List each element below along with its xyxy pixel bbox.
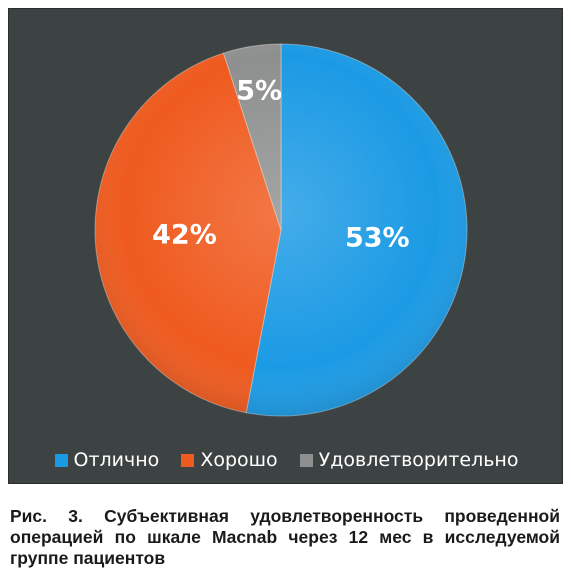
legend-swatch-0	[54, 453, 68, 467]
legend-swatch-2	[299, 453, 313, 467]
legend-item-0: Отлично	[54, 449, 160, 471]
slice-label-0: 53%	[345, 223, 410, 254]
figure-caption: Рис. 3. Субъективная удовлетворенность п…	[10, 506, 560, 568]
legend-item-2: Удовлетворительно	[299, 449, 519, 471]
legend: Отлично Хорошо Удовлетворительно	[9, 445, 564, 475]
pie-chart: 53% 42% 5%	[94, 43, 468, 417]
legend-item-1: Хорошо	[181, 449, 278, 471]
legend-label-2: Удовлетворительно	[318, 449, 519, 471]
legend-label-1: Хорошо	[200, 449, 278, 471]
legend-swatch-1	[181, 453, 195, 467]
slice-label-1: 42%	[152, 220, 217, 251]
chart-panel: 53% 42% 5% Отлично Хорошо Удовлетворительн…	[8, 8, 563, 484]
slice-label-2: 5%	[236, 76, 282, 107]
legend-label-0: Отлично	[73, 449, 160, 471]
